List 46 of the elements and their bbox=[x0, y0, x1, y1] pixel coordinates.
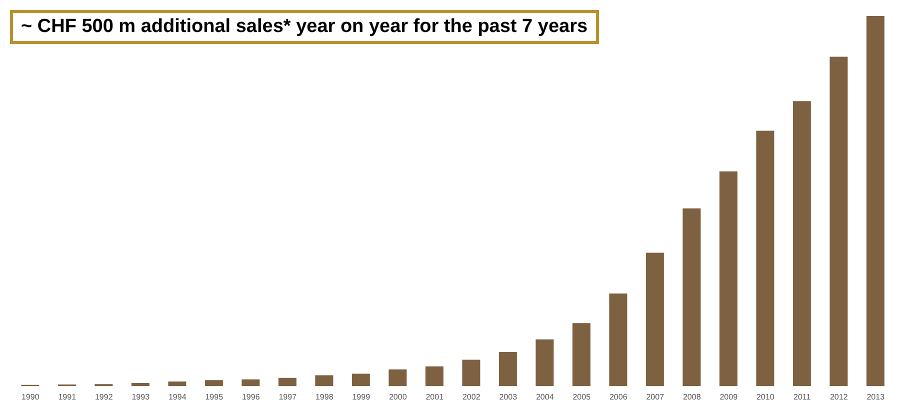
x-tick-label: 2004 bbox=[536, 392, 554, 402]
bar bbox=[756, 130, 774, 386]
bar bbox=[315, 375, 334, 386]
bar bbox=[278, 378, 296, 386]
x-tick-label: 2011 bbox=[794, 392, 812, 402]
bar bbox=[719, 171, 738, 386]
x-tick-label: 2013 bbox=[866, 392, 886, 402]
bar bbox=[830, 56, 848, 386]
x-tick-label: 1998 bbox=[315, 392, 334, 402]
x-tick-label: 1995 bbox=[205, 392, 224, 402]
bar bbox=[792, 101, 811, 386]
bar bbox=[352, 374, 370, 386]
chart-title: ~ CHF 500 m additional sales* year on year for the past 7 years bbox=[10, 10, 599, 44]
bar bbox=[682, 208, 701, 386]
x-tick-label: 2008 bbox=[682, 392, 702, 402]
x-tick-label: 1997 bbox=[278, 392, 298, 402]
x-tick-label: 1993 bbox=[132, 392, 150, 402]
x-tick-label: 1990 bbox=[21, 392, 40, 402]
x-tick-label: 2006 bbox=[609, 392, 628, 402]
x-tick-label: 2009 bbox=[720, 392, 738, 402]
bar bbox=[204, 380, 223, 386]
x-tick-label: 2007 bbox=[646, 392, 665, 402]
bar bbox=[242, 379, 260, 386]
bar bbox=[536, 339, 554, 386]
x-tick-label: 1994 bbox=[168, 392, 187, 402]
bar bbox=[425, 366, 444, 386]
bar bbox=[572, 323, 590, 386]
bar bbox=[646, 252, 664, 386]
bar bbox=[462, 360, 480, 386]
x-tick-label: 2012 bbox=[830, 392, 848, 402]
x-tick-label: 2010 bbox=[756, 392, 775, 402]
bar bbox=[866, 16, 884, 386]
x-tick-label: 1999 bbox=[352, 392, 371, 402]
x-tick-label: 1996 bbox=[242, 392, 260, 402]
bar bbox=[388, 369, 407, 386]
bar bbox=[168, 382, 186, 386]
bar bbox=[131, 383, 150, 386]
x-tick-label: 2000 bbox=[388, 392, 408, 402]
x-tick-label: 2001 bbox=[426, 392, 444, 402]
x-tick-label: 1992 bbox=[94, 392, 114, 402]
x-tick-label: 2002 bbox=[462, 392, 481, 402]
x-tick-label: 2003 bbox=[499, 392, 518, 402]
bar bbox=[609, 294, 628, 386]
x-tick-label: 2005 bbox=[572, 392, 592, 402]
bar bbox=[498, 352, 517, 386]
x-tick-label: 1991 bbox=[58, 392, 77, 402]
